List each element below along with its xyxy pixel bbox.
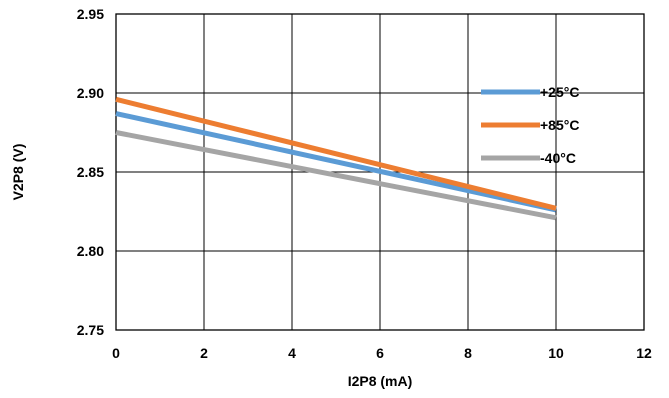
series-line-1 (115, 96, 557, 211)
plot-frame (115, 13, 645, 331)
legend-label-0: +25°C (540, 84, 579, 100)
x-tick-label: 10 (548, 345, 564, 361)
legend-label-1: +85°C (540, 117, 579, 133)
x-tick-labels: 0 2 4 6 8 10 12 (112, 345, 652, 361)
x-tick-label: 2 (200, 345, 208, 361)
x-tick-label: 0 (112, 345, 120, 361)
y-tick-labels: 2.75 2.80 2.85 2.90 2.95 (77, 6, 104, 338)
y-tick-label: 2.75 (77, 322, 104, 338)
y-tick-label: 2.90 (77, 85, 104, 101)
y-tick-label: 2.85 (77, 164, 104, 180)
x-tick-label: 8 (464, 345, 472, 361)
series-line-2 (115, 130, 557, 221)
y-tick-label: 2.80 (77, 243, 104, 259)
series-line-0 (115, 111, 557, 213)
legend-label-2: -40°C (540, 150, 576, 166)
y-tick-label: 2.95 (77, 6, 104, 22)
x-axis-label: I2P8 (mA) (348, 373, 413, 389)
legend: +25°C +85°C -40°C (481, 84, 579, 166)
y-axis-label: V2P8 (V) (10, 144, 26, 201)
series-layer (115, 96, 557, 221)
x-tick-label: 4 (288, 345, 296, 361)
x-tick-label: 6 (376, 345, 384, 361)
x-tick-label: 12 (636, 345, 652, 361)
